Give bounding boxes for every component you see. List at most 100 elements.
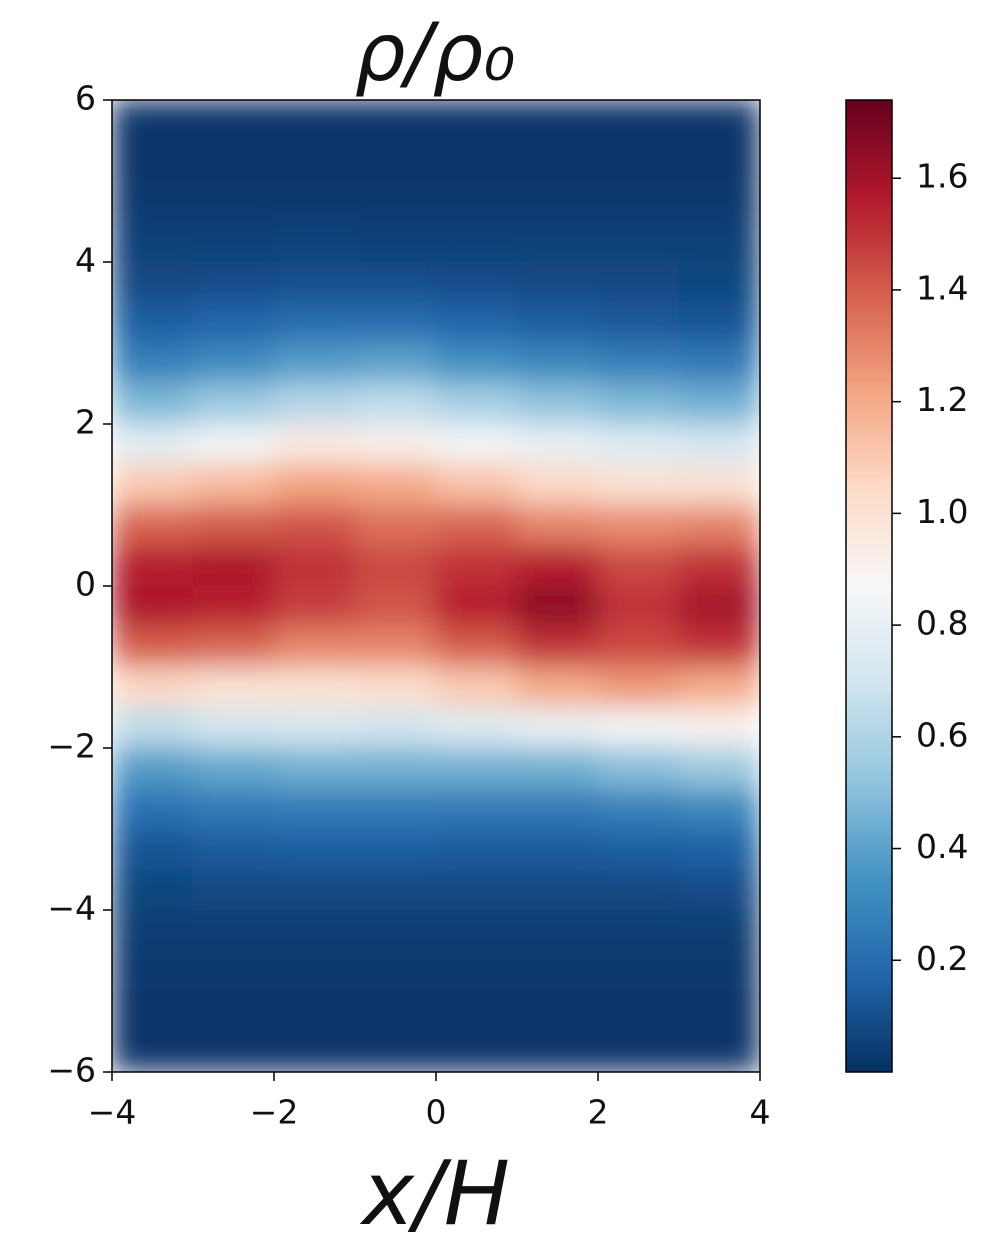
heatmap-cell bbox=[354, 990, 437, 1032]
heatmap-cell bbox=[597, 585, 680, 627]
heatmap-cell bbox=[678, 221, 760, 263]
heatmap-cell bbox=[678, 626, 760, 668]
heatmap-cell bbox=[678, 261, 760, 303]
heatmap-cell bbox=[678, 828, 760, 870]
heatmap-cell bbox=[597, 869, 680, 911]
heatmap-cell bbox=[435, 545, 518, 587]
heatmap-cell bbox=[112, 626, 194, 668]
x-axis-label: x/H bbox=[359, 1142, 510, 1245]
heatmap-cell bbox=[192, 221, 275, 263]
heatmap-cell bbox=[516, 261, 599, 303]
heatmap-cell bbox=[192, 504, 275, 546]
heatmap-cell bbox=[112, 221, 194, 263]
heatmap-cell bbox=[516, 221, 599, 263]
colorbar-tick-label: 1.6 bbox=[916, 157, 968, 196]
heatmap-cell bbox=[192, 869, 275, 911]
heatmap-cell bbox=[354, 504, 437, 546]
heatmap-cell bbox=[516, 788, 599, 830]
heatmap-cell bbox=[435, 585, 518, 627]
heatmap-cell bbox=[354, 747, 437, 789]
heatmap-cell bbox=[435, 100, 518, 141]
heatmap-cell bbox=[516, 1031, 599, 1072]
heatmap-cell bbox=[516, 342, 599, 384]
heatmap-cell bbox=[192, 747, 275, 789]
heatmap-cell bbox=[273, 261, 356, 303]
heatmap-cell bbox=[273, 100, 356, 141]
heatmap-cell bbox=[435, 464, 518, 506]
heatmap-cell bbox=[273, 342, 356, 384]
heatmap-cell bbox=[112, 1031, 194, 1072]
heatmap-cell bbox=[678, 869, 760, 911]
heatmap-cell bbox=[597, 626, 680, 668]
heatmap-cell bbox=[112, 990, 194, 1032]
heatmap-cell bbox=[435, 342, 518, 384]
heatmap-cell bbox=[516, 869, 599, 911]
heatmap-cell bbox=[273, 990, 356, 1032]
heatmap-cell bbox=[354, 788, 437, 830]
heatmap-cell bbox=[678, 990, 760, 1032]
heatmap-cell bbox=[516, 545, 599, 587]
y-tick-label: 6 bbox=[75, 79, 96, 118]
heatmap-cell bbox=[354, 302, 437, 344]
heatmap-cell bbox=[273, 464, 356, 506]
heatmap-cell bbox=[273, 788, 356, 830]
heatmap-cell bbox=[435, 707, 518, 749]
heatmap-cell bbox=[192, 1031, 275, 1072]
heatmap-cell bbox=[112, 342, 194, 384]
heatmap-cell bbox=[678, 140, 760, 182]
heatmap-cell bbox=[435, 504, 518, 546]
heatmap-cell bbox=[192, 990, 275, 1032]
heatmap-cell bbox=[597, 423, 680, 465]
heatmap-cell bbox=[273, 869, 356, 911]
heatmap-cell bbox=[435, 909, 518, 951]
heatmap-cell bbox=[273, 828, 356, 870]
colorbar-tick-label: 0.6 bbox=[916, 715, 968, 754]
heatmap-cell bbox=[192, 100, 275, 141]
heatmap-cell bbox=[192, 788, 275, 830]
heatmap-cell bbox=[354, 869, 437, 911]
heatmap-cell bbox=[354, 342, 437, 384]
x-tick-label: −4 bbox=[88, 1093, 137, 1132]
heatmap-cell bbox=[516, 990, 599, 1032]
heatmap-cell bbox=[516, 100, 599, 141]
heatmap-cell bbox=[273, 1031, 356, 1072]
heatmap-cell bbox=[597, 990, 680, 1032]
heatmap-cell bbox=[435, 626, 518, 668]
heatmap-cell bbox=[273, 950, 356, 992]
heatmap-cell bbox=[516, 950, 599, 992]
y-tick-label: 0 bbox=[75, 565, 96, 604]
heatmap-cell bbox=[192, 423, 275, 465]
y-tick-label: 2 bbox=[75, 403, 96, 442]
heatmap-cell bbox=[273, 302, 356, 344]
heatmap-cell bbox=[273, 747, 356, 789]
heatmap-cell bbox=[435, 747, 518, 789]
heatmap-cell bbox=[678, 950, 760, 992]
heatmap-cell bbox=[273, 140, 356, 182]
heatmap-cell bbox=[516, 666, 599, 708]
heatmap-cell bbox=[354, 585, 437, 627]
heatmap-cell bbox=[597, 788, 680, 830]
heatmap-cell bbox=[354, 626, 437, 668]
heatmap-cell bbox=[597, 747, 680, 789]
heatmap-cell bbox=[435, 828, 518, 870]
heatmap-cell bbox=[597, 261, 680, 303]
heatmap-cell bbox=[678, 342, 760, 384]
colorbar-tick-label: 0.2 bbox=[916, 939, 968, 978]
axes: −4 −2 0 2 4−6−4−202460.20.40.60.81.01.21.41.… bbox=[47, 79, 968, 1132]
heatmap-cell bbox=[273, 909, 356, 951]
heatmap-cell bbox=[354, 1031, 437, 1072]
heatmap-cell bbox=[192, 707, 275, 749]
heatmap-cell bbox=[112, 828, 194, 870]
heatmap-cell bbox=[678, 180, 760, 222]
heatmap-cell bbox=[192, 464, 275, 506]
heatmap-cell bbox=[597, 180, 680, 222]
heatmap-cell bbox=[192, 626, 275, 668]
heatmap-cell bbox=[516, 909, 599, 951]
heatmap-cell bbox=[597, 140, 680, 182]
heatmap-cell bbox=[354, 707, 437, 749]
heatmap-cell bbox=[597, 342, 680, 384]
heatmap-cell bbox=[435, 302, 518, 344]
x-tick-label: 4 bbox=[750, 1093, 771, 1132]
heatmap-cell bbox=[435, 383, 518, 425]
heatmap-cell bbox=[516, 383, 599, 425]
